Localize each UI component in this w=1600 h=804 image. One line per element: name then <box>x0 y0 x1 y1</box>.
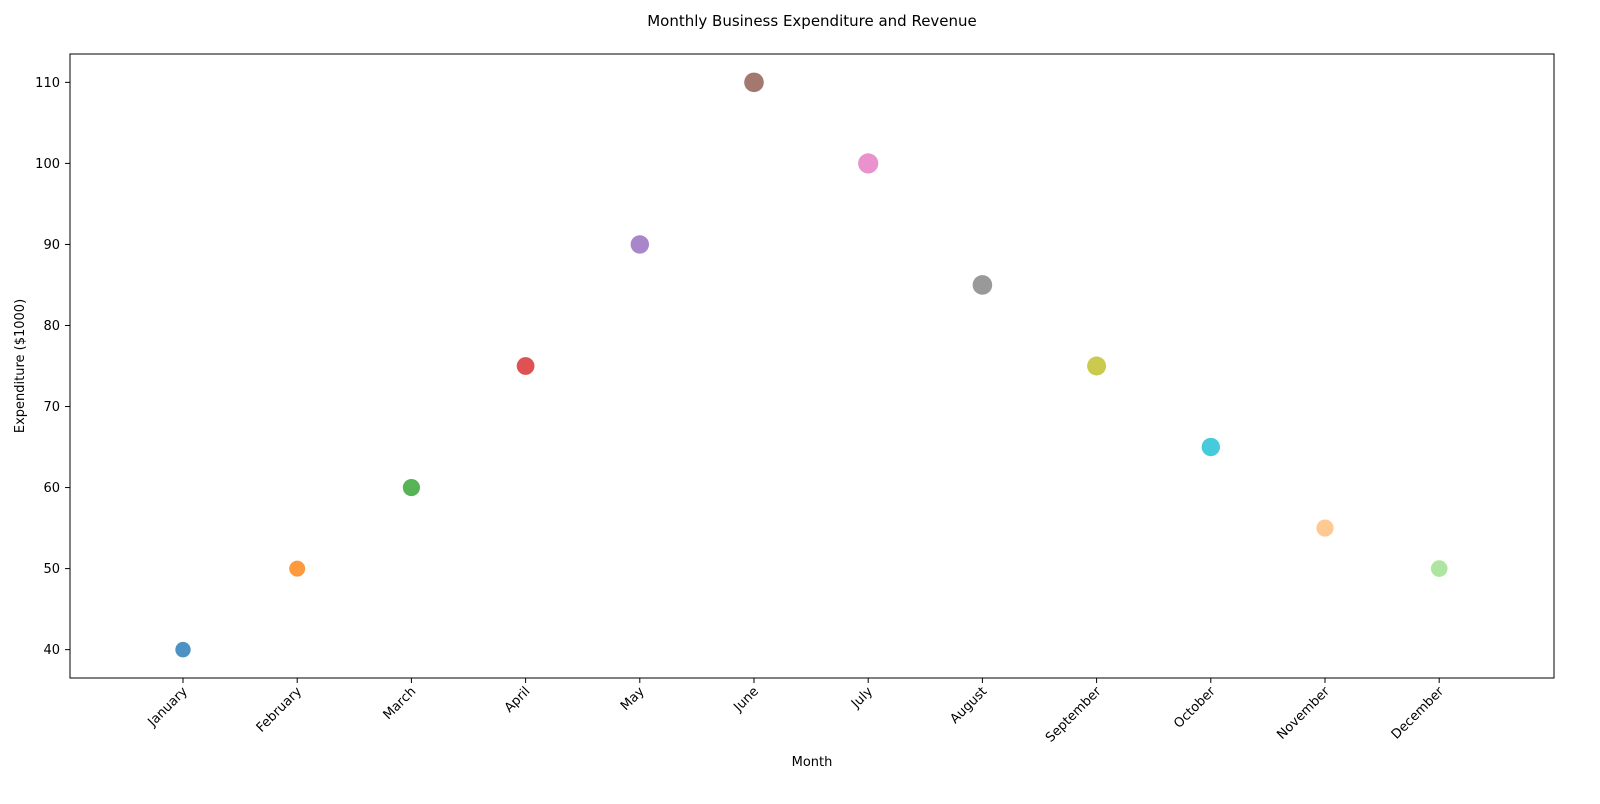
y-tick-label: 50 <box>43 562 60 577</box>
x-tick-label: January <box>145 684 191 730</box>
data-point-june <box>744 72 764 93</box>
x-tick-label: November <box>1274 684 1333 743</box>
x-tick-label: August <box>947 684 990 727</box>
x-tick-label: February <box>254 684 306 736</box>
y-tick-label: 60 <box>43 481 60 496</box>
y-tick-label: 80 <box>43 319 60 334</box>
y-tick-label: 40 <box>43 643 60 658</box>
x-tick-label: July <box>848 684 876 712</box>
y-tick-label: 90 <box>43 238 60 253</box>
x-tick-label: September <box>1043 684 1105 746</box>
x-axis-ticks: January February March April May June July Augu… <box>145 678 1448 746</box>
x-axis-label: Month <box>792 755 833 770</box>
y-tick-label: 100 <box>35 157 60 172</box>
y-tick-label: 110 <box>35 76 60 91</box>
y-tick-label: 70 <box>43 400 60 415</box>
y-axis-ticks: 40 50 60 70 80 90 100 110 <box>35 76 70 658</box>
data-point-january <box>175 641 191 658</box>
data-point-december <box>1430 560 1448 577</box>
y-axis-label: Expenditure ($1000) <box>13 299 28 433</box>
chart-title: Monthly Business Expenditure and Revenue <box>647 12 977 30</box>
x-tick-label: April <box>502 684 534 716</box>
data-point-february <box>289 560 306 577</box>
data-point-march <box>402 478 420 497</box>
x-tick-label: December <box>1389 684 1448 743</box>
data-point-october <box>1201 437 1221 457</box>
x-tick-label: October <box>1171 684 1219 732</box>
data-point-july <box>858 153 879 174</box>
x-tick-label: June <box>730 684 761 715</box>
data-point-may <box>630 235 649 254</box>
x-tick-label: March <box>381 684 420 723</box>
data-point-april <box>516 357 535 375</box>
data-point-november <box>1316 519 1334 537</box>
data-point-september <box>1087 356 1107 376</box>
x-tick-label: May <box>618 684 648 714</box>
data-points <box>175 72 1448 658</box>
plot-area <box>69 53 1555 679</box>
data-point-august <box>972 275 993 295</box>
